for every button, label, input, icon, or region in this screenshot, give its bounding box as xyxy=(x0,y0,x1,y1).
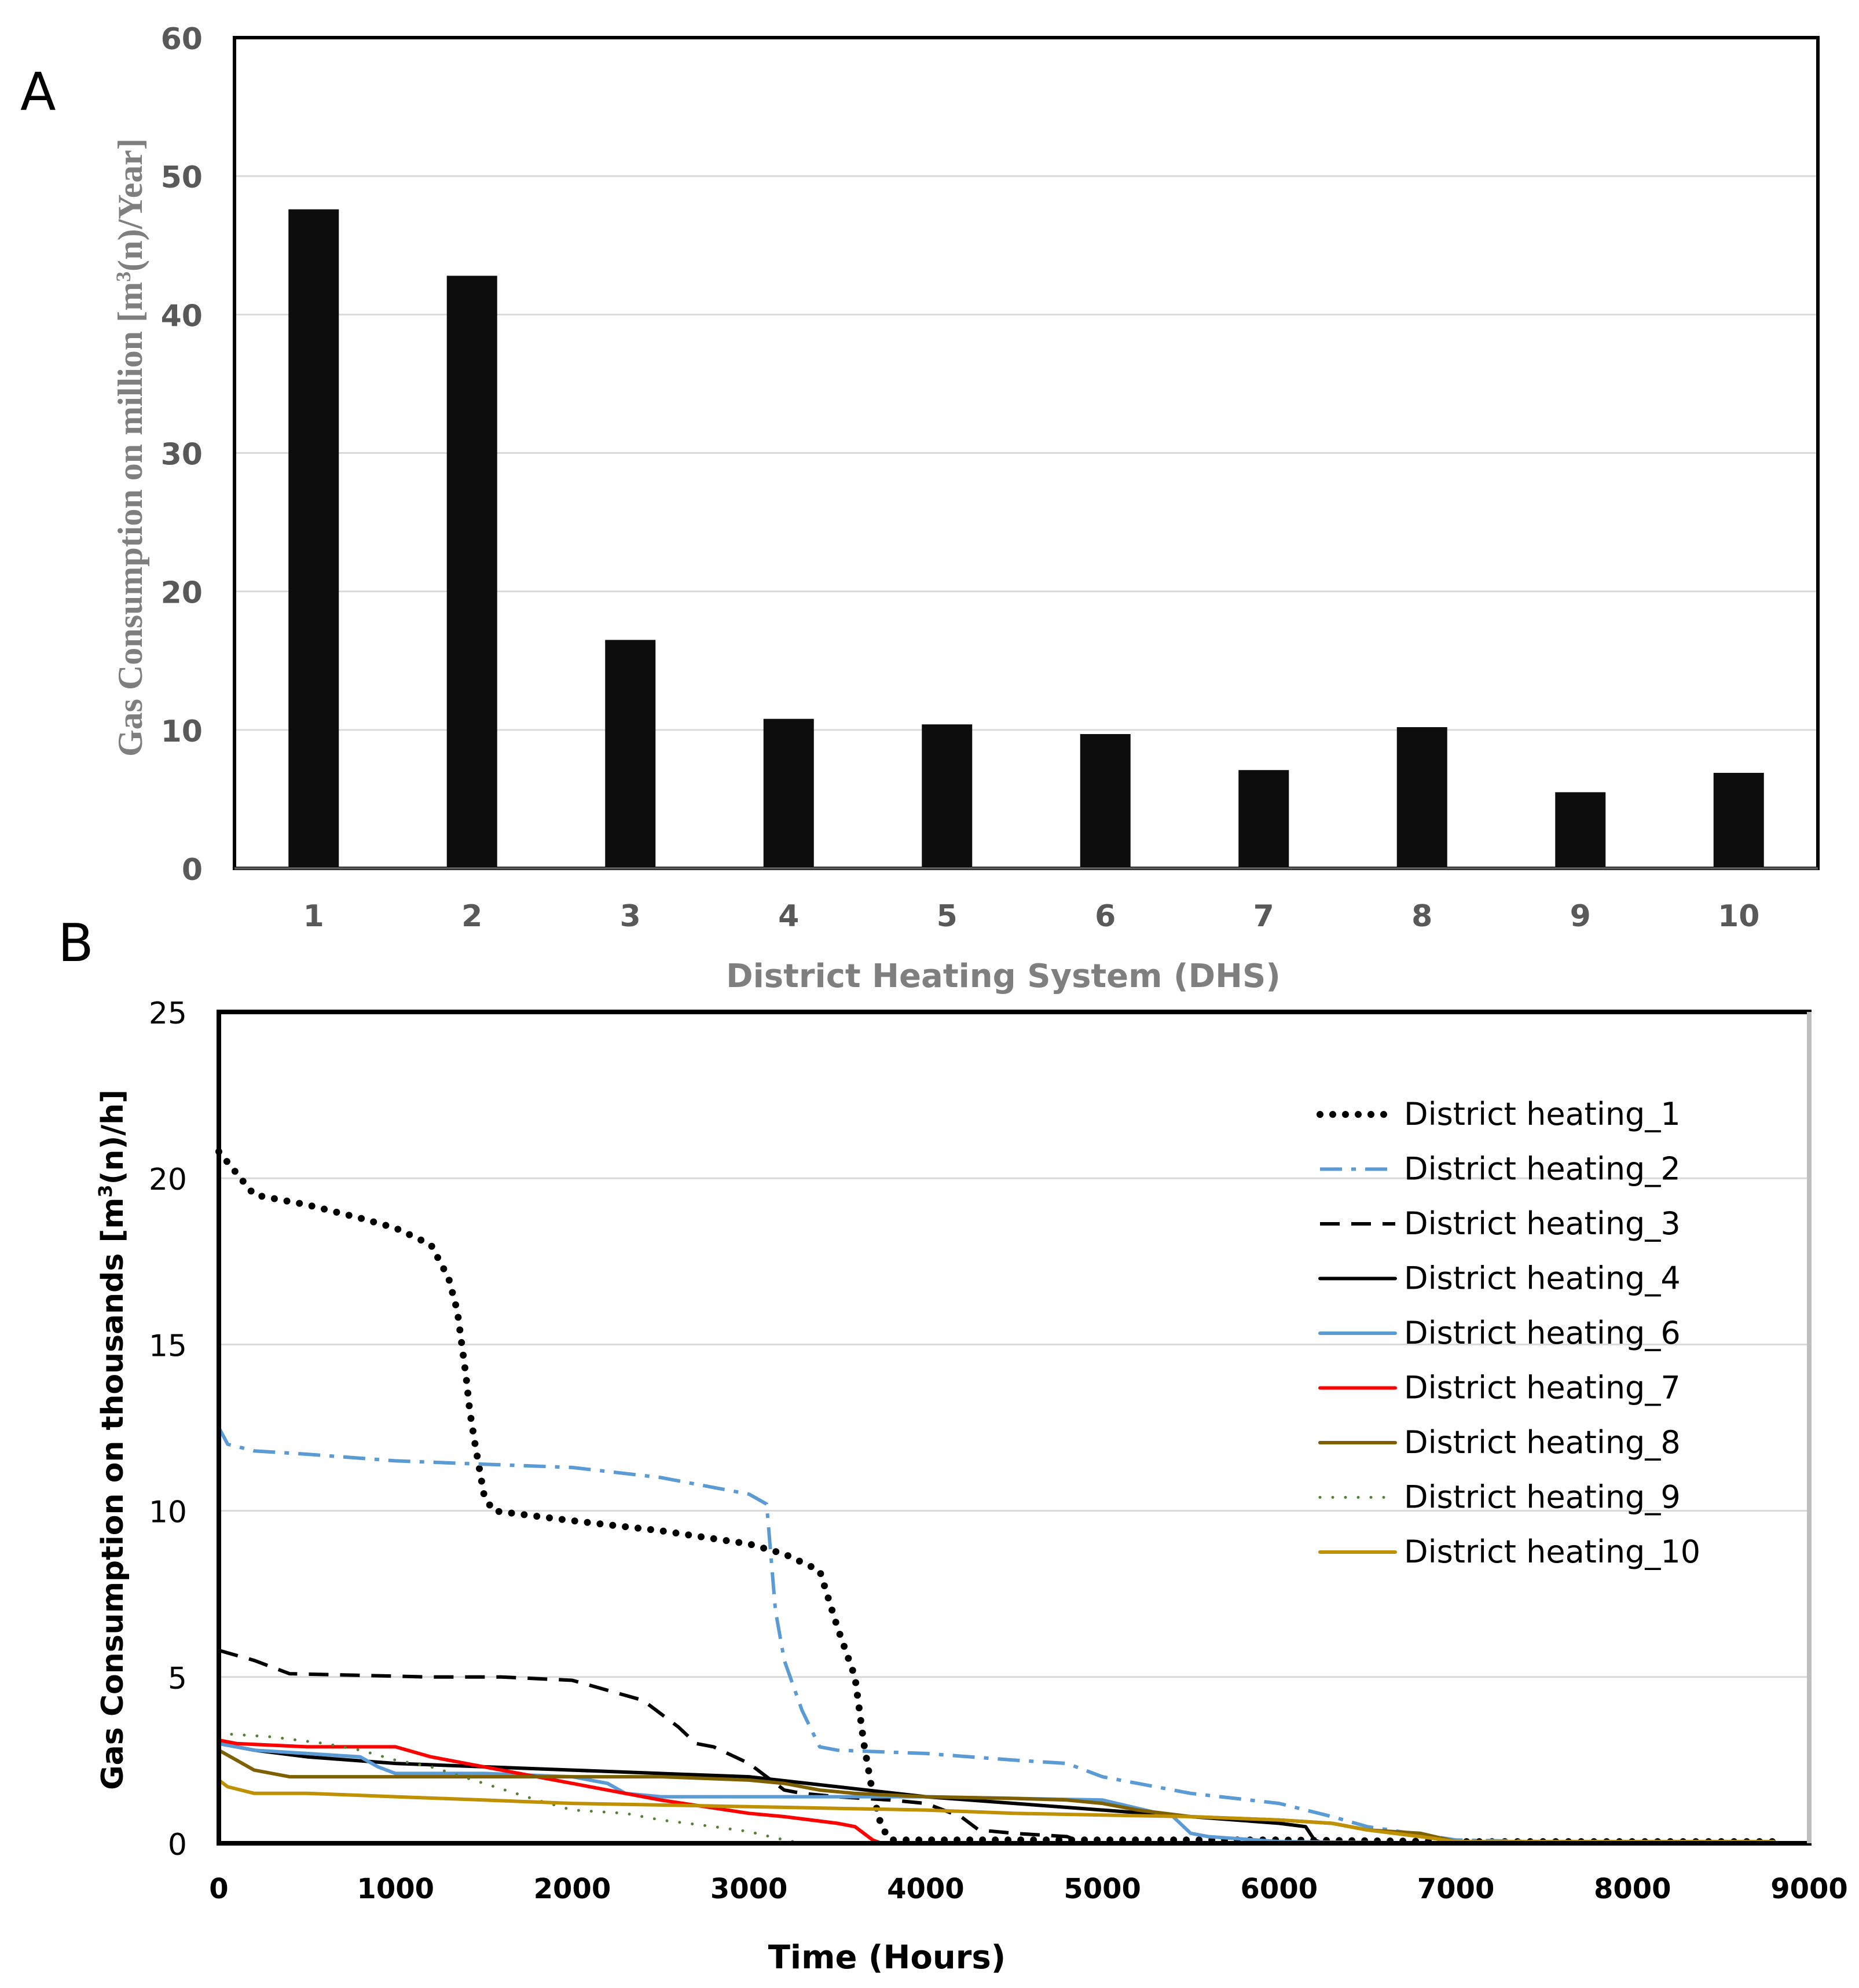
series-line-district-heating_6 xyxy=(217,1741,1776,1845)
panel-b-gridlines xyxy=(219,1177,1809,1678)
series-line-district-heating_4 xyxy=(217,1741,1776,1845)
panel-b-x-tick-label: 6000 xyxy=(1241,1873,1318,1905)
legend-label: District heating_4 xyxy=(1404,1260,1681,1297)
panel-b-x-tick-label: 2000 xyxy=(534,1873,611,1905)
panel-a-x-tick-labels: 1 2 3 4 5 6 7 8 9 10 xyxy=(303,899,1760,934)
panel-a-y-tick-label: 50 xyxy=(161,160,203,195)
panel-b-x-tick-label: 8000 xyxy=(1594,1873,1671,1905)
bar-dhs-5 xyxy=(922,724,973,868)
bar-dhs-8 xyxy=(1396,727,1447,868)
panel-a-y-axis-title: Gas Consumption on million [m3(n)/Year] xyxy=(111,138,149,757)
series-line-district-heating_9 xyxy=(217,1732,1776,1845)
panel-a-label: A xyxy=(20,62,56,123)
series-line-district-heating_10 xyxy=(217,1778,1776,1844)
panel-a-x-tick-label: 7 xyxy=(1253,899,1274,934)
panel-a-x-tick-label: 3 xyxy=(620,899,641,934)
legend-label: District heating_7 xyxy=(1404,1370,1681,1406)
series-line-district-heating_3 xyxy=(218,1648,1774,1845)
panel-a-chart: A 0 10 20 30 40 50 60 1 2 3 4 5 6 7 8 9 10 District Hea… xyxy=(20,22,1820,995)
series-line-district-heating_1 xyxy=(215,1148,1777,1846)
panel-a-y-tick-label: 40 xyxy=(161,299,203,333)
panel-b-x-tick-label: 4000 xyxy=(887,1873,965,1905)
panel-b-y-tick-labels: 0 5 10 15 20 25 xyxy=(149,996,187,1862)
panel-a-y-tick-label: 20 xyxy=(161,576,203,611)
panel-a-x-tick-label: 1 xyxy=(303,899,324,934)
panel-a-x-tick-label: 5 xyxy=(937,899,958,934)
panel-b-y-tick-label: 25 xyxy=(149,996,187,1031)
bar-dhs-2 xyxy=(446,276,497,868)
panel-a-bars xyxy=(288,209,1764,869)
panel-a-x-tick-label: 8 xyxy=(1411,899,1432,934)
panel-a-x-tick-label: 10 xyxy=(1718,899,1759,934)
bar-dhs-10 xyxy=(1713,772,1764,868)
panel-b-x-tick-labels: 0 1000 2000 3000 4000 5000 6000 7000 8000 9000 xyxy=(209,1873,1848,1905)
legend-label: District heating_3 xyxy=(1404,1205,1681,1242)
panel-a-x-tick-label: 2 xyxy=(461,899,482,934)
panel-a-y-tick-label: 60 xyxy=(161,22,203,57)
bar-dhs-1 xyxy=(288,209,339,869)
panel-a-x-tick-label: 6 xyxy=(1095,899,1116,934)
panel-b-y-tick-label: 0 xyxy=(168,1828,187,1862)
series-line-district-heating_7 xyxy=(217,1738,1776,1845)
panel-a-y-tick-labels: 0 10 20 30 40 50 60 xyxy=(161,22,203,887)
panel-b-chart: B 0 5 10 15 20 25 0 1000 2000 3000 4000 5000 6000 70… xyxy=(58,913,1848,1976)
bar-dhs-3 xyxy=(605,640,656,868)
panel-b-y-tick-label: 20 xyxy=(149,1162,187,1197)
panel-b-y-tick-label: 15 xyxy=(149,1329,187,1363)
panel-b-y-axis-title: Gas Consumption on thousands [m3(n)/h] xyxy=(94,1090,130,1790)
legend-label: District heating_6 xyxy=(1404,1315,1681,1351)
panel-b-x-tick-label: 5000 xyxy=(1064,1873,1141,1905)
panel-b-x-tick-label: 3000 xyxy=(710,1873,788,1905)
panel-b-x-tick-label: 7000 xyxy=(1417,1873,1495,1905)
panel-a-x-tick-label: 9 xyxy=(1570,899,1591,934)
panel-a-y-tick-label: 30 xyxy=(161,438,203,472)
legend-label: District heating_10 xyxy=(1404,1534,1700,1570)
panel-b-label: B xyxy=(58,913,94,974)
panel-b-y-tick-label: 10 xyxy=(149,1495,187,1530)
panel-a-x-tick-label: 4 xyxy=(778,899,799,934)
bar-dhs-6 xyxy=(1080,734,1131,868)
panel-a-y-tick-label: 10 xyxy=(161,714,203,749)
panel-b-y-tick-label: 5 xyxy=(168,1661,187,1696)
panel-b-x-tick-label: 9000 xyxy=(1770,1873,1848,1905)
panel-b-series-lines xyxy=(215,1148,1777,1846)
panel-a-gridlines xyxy=(234,175,1818,731)
legend-label: District heating_9 xyxy=(1404,1479,1681,1516)
panel-b-x-tick-label: 0 xyxy=(209,1873,228,1905)
bar-dhs-7 xyxy=(1238,770,1289,868)
legend-label: District heating_8 xyxy=(1404,1424,1681,1461)
panel-a-y-tick-label: 0 xyxy=(182,853,203,887)
legend-label: District heating_1 xyxy=(1404,1096,1681,1132)
bar-dhs-4 xyxy=(763,718,814,868)
panel-b-x-tick-label: 1000 xyxy=(357,1873,434,1905)
panel-a-x-axis-title: District Heating System (DHS) xyxy=(726,958,1281,995)
legend-label: District heating_2 xyxy=(1404,1151,1681,1187)
series-line-district-heating_2 xyxy=(217,1426,1774,1844)
panel-b-legend: District heating_1 District heating_2 Dist… xyxy=(1317,1096,1700,1570)
panel-b-x-axis-title: Time (Hours) xyxy=(768,1939,1006,1976)
bar-dhs-9 xyxy=(1555,792,1606,868)
